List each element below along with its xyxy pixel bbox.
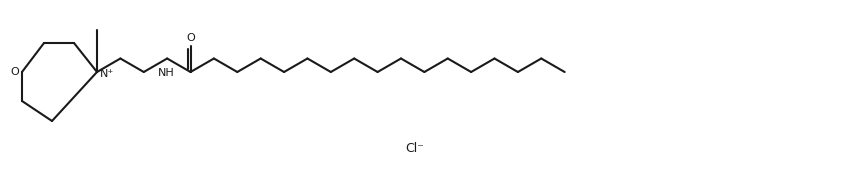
Text: Cl⁻: Cl⁻ [405,142,424,154]
Text: NH: NH [158,67,175,78]
Text: O: O [10,67,19,77]
Text: N⁺: N⁺ [100,69,115,79]
Text: O: O [186,33,195,43]
